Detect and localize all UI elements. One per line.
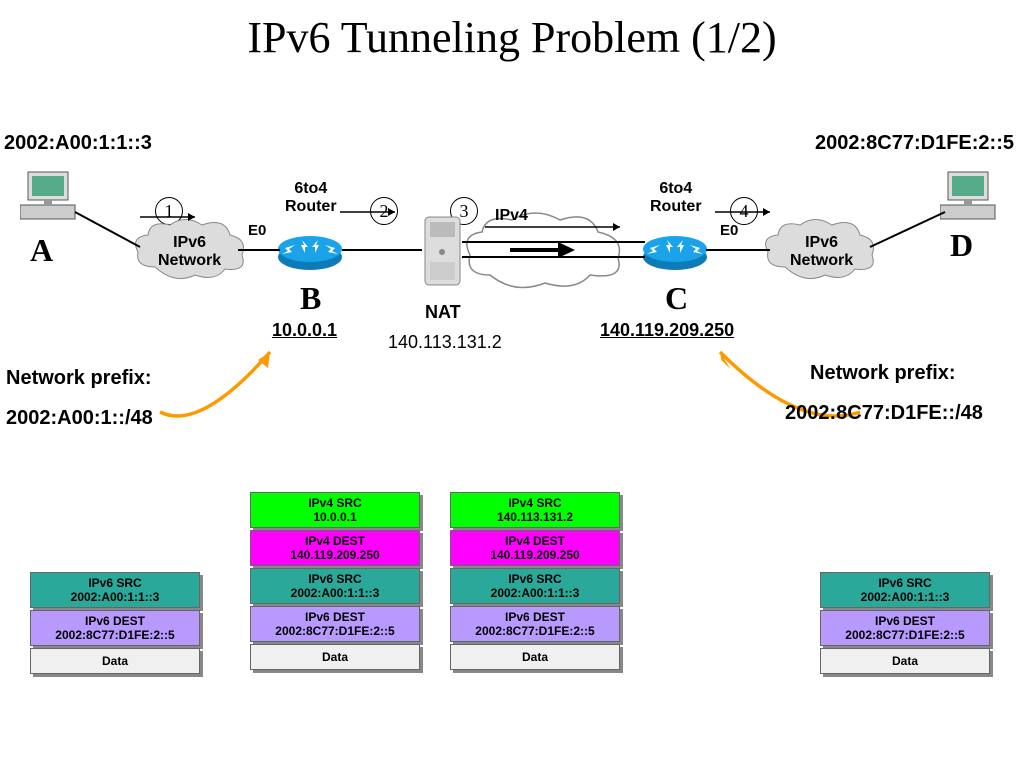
packet-4: IPv6 SRC2002:A00:1:1::3IPv6 DEST2002:8C7… (820, 572, 990, 676)
packet-3: IPv4 SRC140.113.131.2IPv4 DEST140.119.20… (450, 492, 620, 672)
prefix-left-value: 2002:A00:1::/48 (6, 407, 153, 430)
packet-2: IPv4 SRC10.0.0.1IPv4 DEST140.119.209.250… (250, 492, 420, 672)
prefix-left-title: Network prefix: (6, 367, 152, 390)
packet-1: IPv6 SRC2002:A00:1:1::3IPv6 DEST2002:8C7… (30, 572, 200, 676)
prefix-right-title: Network prefix: (810, 362, 956, 385)
prefix-right-value: 2002:8C77:D1FE::/48 (785, 402, 983, 425)
